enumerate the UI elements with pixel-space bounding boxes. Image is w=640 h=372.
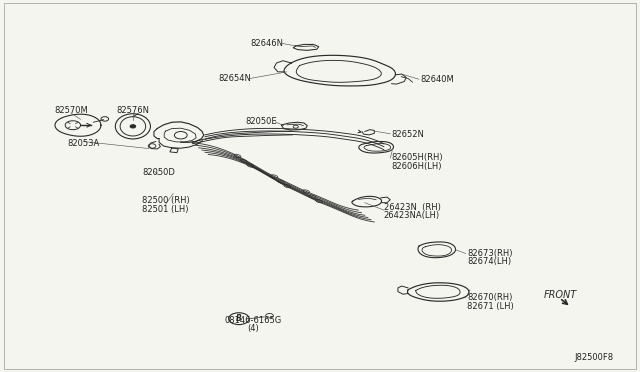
Text: 82050E: 82050E (245, 118, 276, 126)
Text: J82500F8: J82500F8 (575, 353, 614, 362)
Text: 26423N  (RH): 26423N (RH) (384, 203, 441, 212)
Circle shape (131, 125, 136, 128)
Text: 82673(RH): 82673(RH) (467, 249, 513, 258)
Text: FRONT: FRONT (543, 290, 577, 300)
Text: 82576N: 82576N (116, 106, 149, 115)
Text: 82050D: 82050D (142, 168, 175, 177)
Text: 82501 (LH): 82501 (LH) (142, 205, 189, 214)
Text: 82646N: 82646N (250, 39, 283, 48)
Text: 82674(LH): 82674(LH) (467, 257, 511, 266)
Text: (4): (4) (247, 324, 259, 333)
Text: 82654N: 82654N (219, 74, 252, 83)
Text: 82053A: 82053A (68, 139, 100, 148)
Text: 82670(RH): 82670(RH) (467, 294, 512, 302)
Text: 82500 (RH): 82500 (RH) (141, 196, 189, 205)
Text: 82605H(RH): 82605H(RH) (392, 153, 443, 162)
Text: 26423NA(LH): 26423NA(LH) (384, 211, 440, 220)
Text: 82671 (LH): 82671 (LH) (467, 302, 514, 311)
Text: 82570M: 82570M (54, 106, 88, 115)
Text: 82606H(LH): 82606H(LH) (392, 162, 442, 171)
Text: 82640M: 82640M (420, 75, 454, 84)
Text: B: B (236, 314, 242, 323)
Text: 08146-6165G: 08146-6165G (225, 316, 282, 325)
Text: 82652N: 82652N (392, 130, 424, 140)
